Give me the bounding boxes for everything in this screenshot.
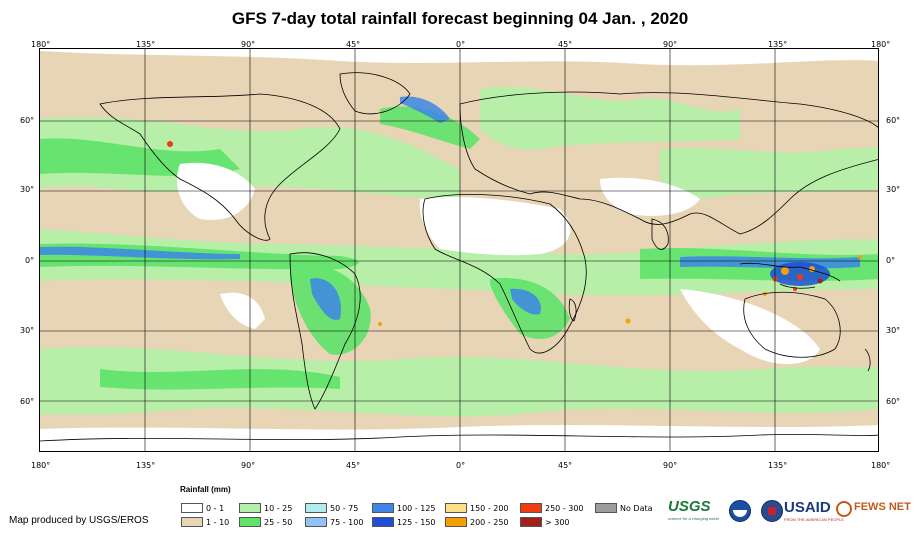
lon-label-bottom: 0°: [456, 461, 466, 470]
lon-label-bottom: 45°: [346, 461, 361, 470]
lon-label-bottom: 45°: [558, 461, 573, 470]
lon-label-bottom: 180°: [871, 461, 891, 470]
dhs-seal-icon: [761, 500, 783, 522]
credit-text: Map produced by USGS/EROS: [9, 515, 149, 526]
lat-label-left: 60°: [20, 397, 35, 406]
fews-net-logo: FEWS NET: [836, 499, 916, 523]
lat-label-right: 60°: [886, 116, 901, 125]
usaid-logo: USAID FROM THE AMERICAN PEOPLE: [784, 499, 844, 525]
legend-swatch: [305, 503, 327, 513]
legend-swatch: [445, 503, 467, 513]
globe-icon: [836, 501, 852, 517]
lon-label-top: 90°: [241, 40, 256, 49]
lon-label-top: 45°: [346, 40, 361, 49]
lon-label-top: 0°: [456, 40, 466, 49]
legend-swatch: [520, 517, 542, 527]
lon-label-bottom: 135°: [136, 461, 156, 470]
legend-label: 150 - 200: [470, 504, 509, 513]
lon-label-top: 135°: [136, 40, 156, 49]
legend-label: 100 - 125: [397, 504, 436, 513]
legend-swatch: [520, 503, 542, 513]
legend-label: 125 - 150: [397, 518, 436, 527]
lat-label-right: 0°: [886, 256, 896, 265]
lon-label-bottom: 180°: [31, 461, 51, 470]
legend-label: No Data: [620, 504, 653, 513]
noaa-logo: [729, 500, 751, 522]
lon-label-bottom: 90°: [241, 461, 256, 470]
legend-swatch: [445, 517, 467, 527]
legend-swatch: [239, 517, 261, 527]
lon-label-bottom: 135°: [768, 461, 788, 470]
lat-label-right: 30°: [886, 326, 901, 335]
usgs-logo-text: USGS: [668, 498, 711, 515]
lat-label-left: 0°: [25, 256, 35, 265]
legend-title: Rainfall (mm): [180, 485, 231, 494]
legend-swatch: [595, 503, 617, 513]
lon-label-top: 180°: [31, 40, 51, 49]
lon-label-top: 90°: [663, 40, 678, 49]
legend-label: 200 - 250: [470, 518, 509, 527]
usaid-tagline: FROM THE AMERICAN PEOPLE: [784, 517, 844, 522]
lat-label-right: 30°: [886, 185, 901, 194]
legend-label: 25 - 50: [264, 518, 293, 527]
legend-swatch: [372, 503, 394, 513]
rainfall-map[interactable]: [39, 48, 879, 452]
usgs-tagline: science for a changing world: [668, 516, 719, 521]
lat-label-left: 60°: [20, 116, 35, 125]
lon-label-top: 180°: [871, 40, 891, 49]
legend-swatch: [181, 517, 203, 527]
legend-swatch: [181, 503, 203, 513]
rainfall-map-graphic: [40, 49, 878, 451]
lon-label-bottom: 90°: [663, 461, 678, 470]
legend-label: 0 - 1: [206, 504, 225, 513]
legend-label: 75 - 100: [330, 518, 364, 527]
legend-label: 50 - 75: [330, 504, 359, 513]
legend-label: 10 - 25: [264, 504, 293, 513]
usgs-logo: USGS science for a changing world: [668, 498, 726, 524]
legend-swatch: [372, 517, 394, 527]
legend-swatch: [305, 517, 327, 527]
lon-label-top: 45°: [558, 40, 573, 49]
fews-net-text: FEWS NET: [854, 501, 911, 513]
lat-label-left: 30°: [20, 326, 35, 335]
legend-label: > 300: [545, 518, 570, 527]
legend-label: 1 - 10: [206, 518, 230, 527]
usaid-logo-text: USAID: [784, 499, 831, 516]
legend-swatch: [239, 503, 261, 513]
lon-label-top: 135°: [768, 40, 788, 49]
legend-label: 250 - 300: [545, 504, 584, 513]
lat-label-left: 30°: [20, 185, 35, 194]
lat-label-right: 60°: [886, 397, 901, 406]
map-title: GFS 7-day total rainfall forecast beginn…: [231, 9, 689, 28]
